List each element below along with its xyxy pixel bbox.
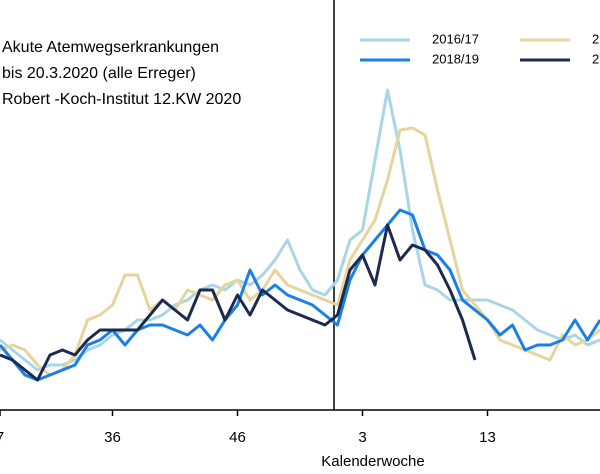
legend-label: 2016/17: [432, 31, 479, 46]
x-tick-label: 7: [0, 429, 4, 446]
series-line: [0, 88, 600, 372]
series-line: [0, 223, 477, 382]
title-line: bis 20.3.2020 (alle Erreger): [2, 65, 196, 82]
series-line: [0, 126, 600, 377]
title-line: Akute Atemwegserkrankungen: [2, 39, 219, 56]
title-line: Robert -Koch-Institut 12.KW 2020: [2, 91, 241, 108]
x-tick-label: 46: [229, 429, 246, 446]
x-tick-label: 36: [104, 429, 121, 446]
legend-label: 2018/19: [432, 51, 479, 66]
series-line: [0, 208, 600, 382]
legend-label: 2: [592, 31, 599, 46]
x-tick-label: 3: [358, 429, 366, 446]
legend-label: 2: [592, 51, 599, 66]
x-tick-label: 13: [479, 429, 496, 446]
x-axis-label: Kalenderwoche: [321, 453, 424, 470]
